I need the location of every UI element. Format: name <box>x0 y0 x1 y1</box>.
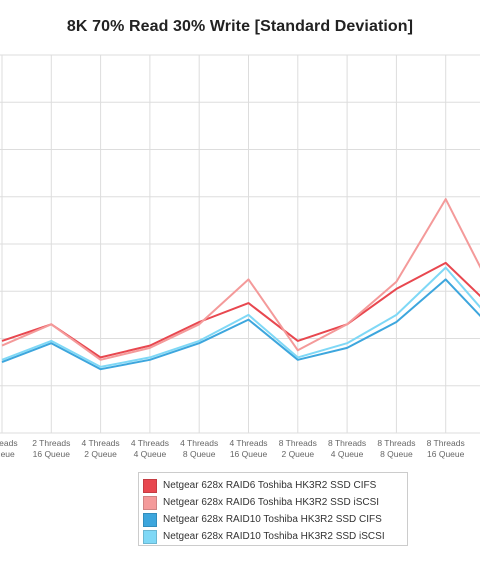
series-line-2 <box>1 198 480 361</box>
x-tick-label: Queue <box>0 449 15 459</box>
legend-item: Netgear 628x RAID6 Toshiba HK3R2 SSD iSC… <box>143 494 407 511</box>
legend-swatch <box>143 495 157 510</box>
x-tick-label: 16 Queue <box>33 449 71 459</box>
x-tick-label: Threads <box>0 438 18 448</box>
legend-swatch <box>143 478 157 493</box>
x-tick-label: 2 Queue <box>84 449 117 459</box>
x-tick-label: 4 Threads <box>229 438 267 448</box>
legend-item: Netgear 628x RAID10 Toshiba HK3R2 SSD CI… <box>143 511 407 528</box>
legend-item: Netgear 628x RAID6 Toshiba HK3R2 SSD CIF… <box>143 477 407 494</box>
chart-title: 8K 70% Read 30% Write [Standard Deviatio… <box>66 18 414 35</box>
legend-swatch <box>143 529 157 544</box>
x-tick-label: 2 Queue <box>281 449 314 459</box>
x-tick-label: 8 Threads <box>427 438 465 448</box>
x-tick-label: 8 Queue <box>183 449 216 459</box>
x-tick-label: 8 Threads <box>377 438 415 448</box>
x-tick-label: 4 Threads <box>82 438 120 448</box>
x-tick-label: 4 Threads <box>131 438 169 448</box>
x-tick-label: 8 Threads <box>279 438 317 448</box>
x-tick-label: 16 Queue <box>230 449 268 459</box>
legend-label: Netgear 628x RAID10 Toshiba HK3R2 SSD iS… <box>163 531 385 542</box>
series-line-4 <box>1 266 480 368</box>
x-tick-label: 16 Queue <box>427 449 465 459</box>
x-tick-label: 8 Queue <box>380 449 413 459</box>
x-tick-label: 8 Threads <box>328 438 366 448</box>
legend-item: Netgear 628x RAID10 Toshiba HK3R2 SSD iS… <box>143 528 407 545</box>
legend-label: Netgear 628x RAID6 Toshiba HK3R2 SSD CIF… <box>163 480 377 491</box>
series-line-3 <box>1 278 480 371</box>
legend-swatch <box>143 512 157 527</box>
x-tick-label: 4 Queue <box>134 449 167 459</box>
series-line-1 <box>1 261 480 359</box>
x-tick-label: 2 Threads <box>32 438 70 448</box>
x-tick-label: 4 Threads <box>180 438 218 448</box>
legend-label: Netgear 628x RAID10 Toshiba HK3R2 SSD CI… <box>163 514 382 525</box>
legend-label: Netgear 628x RAID6 Toshiba HK3R2 SSD iSC… <box>163 497 380 508</box>
x-tick-label: 4 Queue <box>331 449 364 459</box>
chart-legend: Netgear 628x RAID6 Toshiba HK3R2 SSD CIF… <box>138 472 408 546</box>
